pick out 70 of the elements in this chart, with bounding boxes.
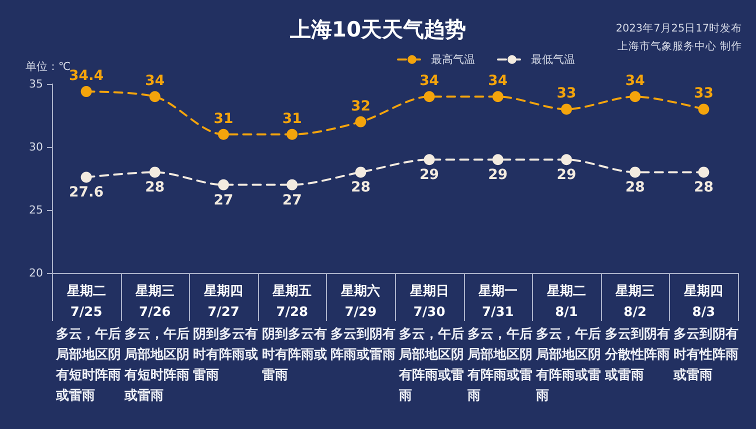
point: [424, 91, 435, 102]
chart-title: 上海10天天气趋势: [288, 18, 466, 42]
point: [492, 91, 504, 102]
x-tick-label: 星期三 8/2: [614, 284, 655, 320]
text: 多云，午后局部地区阴有阵雨或雷雨: [535, 326, 602, 404]
text: 多云到阴有阵雨或雷雨: [330, 326, 396, 362]
data-label: 29: [556, 167, 576, 184]
point: [561, 104, 572, 115]
data-label: 29: [488, 167, 508, 184]
x-tick-label: 星期日 7/30: [408, 284, 449, 320]
text: 多云，午后局部地区阴有阵雨或雷雨: [466, 326, 533, 404]
text: 2023年7月25日17时发布: [616, 22, 742, 34]
data-label: 34: [145, 73, 165, 90]
text: 阴到多云有时有阵雨或雷雨: [193, 326, 258, 383]
data-label: 33: [556, 86, 576, 102]
point: [355, 116, 366, 128]
text: 多云，午后局部地区阴有阵雨或雷雨: [398, 326, 464, 404]
data-label: 34: [420, 73, 440, 90]
data-label: 31: [214, 110, 234, 127]
data-label: 32: [350, 98, 370, 114]
data-label: 29: [420, 167, 440, 184]
y-tick-label: 20: [29, 266, 43, 280]
point: [149, 166, 160, 178]
legend-label: 最低气温: [531, 53, 575, 66]
data-label: 27: [214, 192, 234, 208]
x-tick-label: 星期六 7/29: [340, 283, 380, 320]
point: [80, 86, 92, 98]
point: [218, 128, 229, 140]
data-label: 34.4: [69, 68, 104, 84]
point: [630, 91, 641, 102]
text: 多云，午后局部地区阴有短时阵雨或雷雨: [55, 326, 121, 404]
point: [630, 166, 641, 178]
point: [286, 179, 298, 190]
point: [80, 172, 92, 183]
data-label: 34: [488, 73, 508, 90]
text: 多云，午后局部地区阴有短时阵雨或雷雨: [124, 326, 190, 404]
point: [492, 154, 504, 166]
point: [286, 128, 298, 140]
point: [218, 179, 229, 190]
x-tick-label: 星期五 7/28: [272, 284, 312, 320]
data-label: 34: [625, 73, 646, 90]
data-label: 28: [145, 180, 165, 196]
y-tick-label: 25: [29, 204, 43, 216]
point: [424, 154, 435, 166]
text: 多云到阴有时有性阵雨或雷雨: [672, 326, 738, 383]
text: 多云到阴有分散性阵雨或雷雨: [604, 326, 670, 383]
data-label: 27: [282, 192, 302, 208]
x-tick-label: 星期四 8/3: [683, 284, 724, 320]
x-tick-label: 星期三 7/26: [134, 284, 174, 320]
y-tick-label: 35: [29, 78, 43, 90]
point: [355, 166, 366, 178]
point: [149, 91, 160, 102]
legend-label: 最高气温: [431, 53, 475, 66]
data-label: 33: [694, 86, 714, 102]
y-axis-title: 单位：℃: [25, 60, 71, 73]
point: [698, 166, 710, 178]
point: [698, 104, 710, 115]
data-label: 28: [350, 180, 370, 196]
data-label: 28: [694, 180, 714, 196]
x-tick-label: 星期一 7/31: [477, 284, 518, 320]
y-tick-label: 30: [29, 140, 43, 154]
x-tick-label: 星期二 8/1: [546, 284, 586, 320]
data-label: 28: [625, 180, 645, 196]
x-tick-label: 星期四 7/27: [203, 284, 243, 320]
point: [561, 154, 572, 166]
text: 阴到多云有时有阵雨或雷雨: [262, 326, 327, 383]
x-tick-label: 星期二 7/25: [66, 284, 106, 320]
data-label: 31: [282, 110, 302, 127]
text: 上海市气象服务中心 制作: [618, 40, 742, 52]
data-label: 27.6: [69, 184, 104, 201]
